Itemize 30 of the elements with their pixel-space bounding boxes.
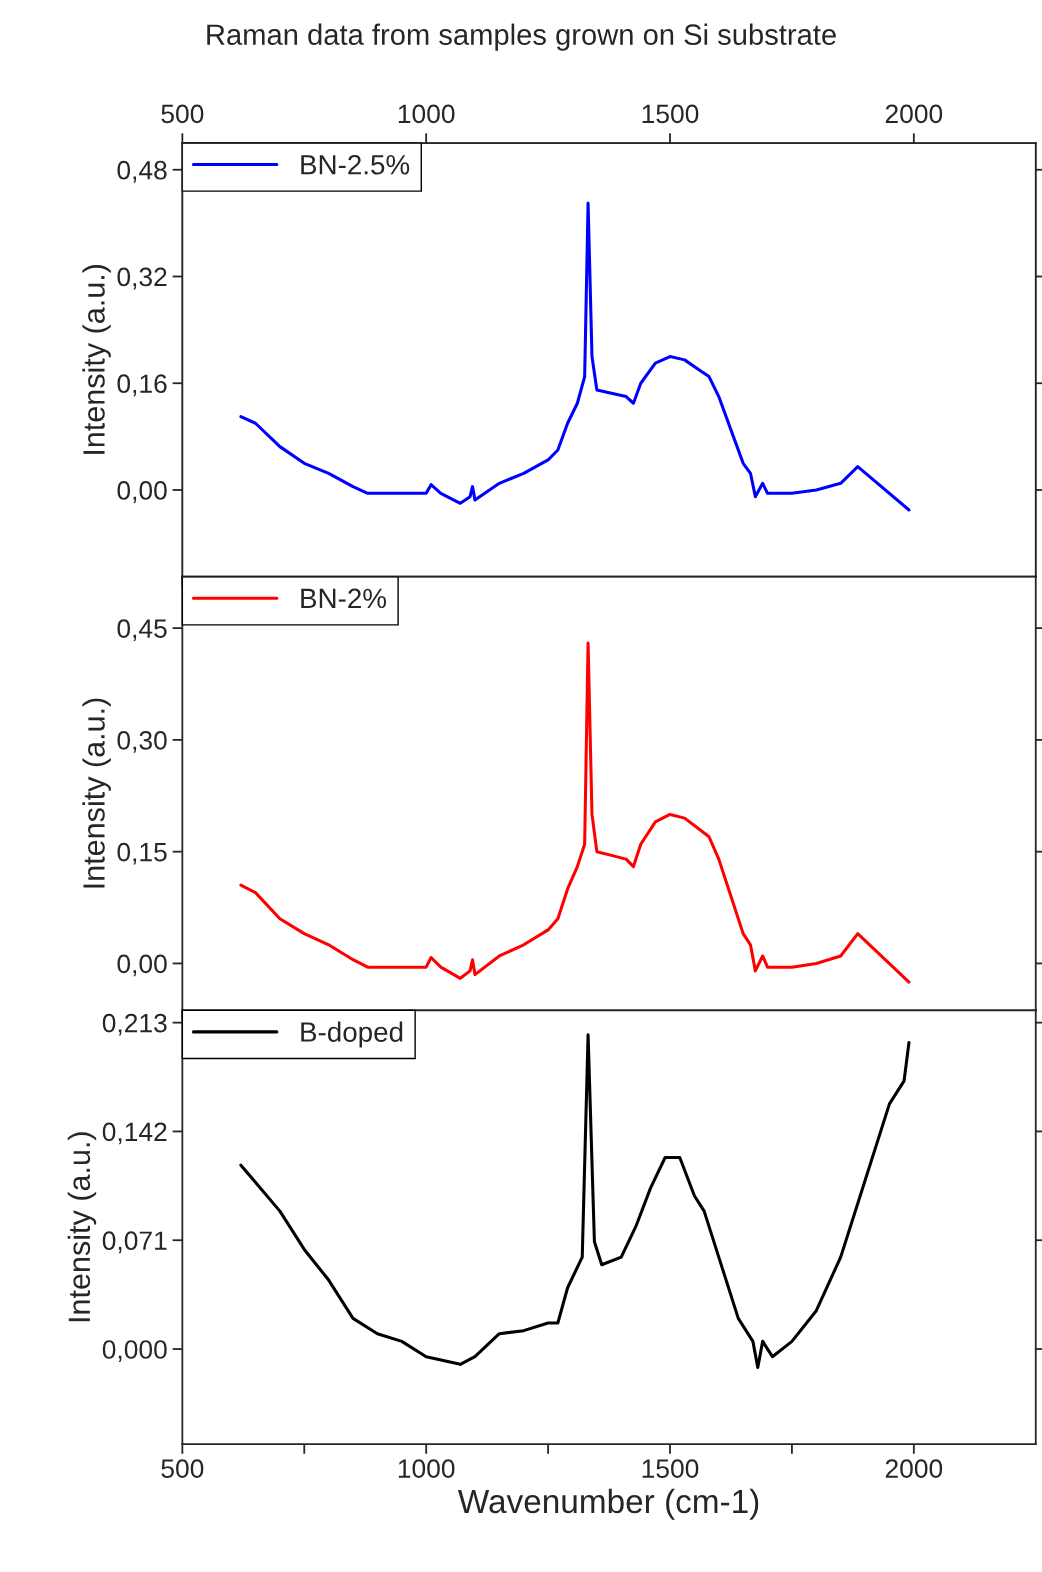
y-tick-label: 0,15 — [117, 842, 167, 865]
y-axis-title: Intensity (a.u.) — [82, 264, 111, 454]
y-tick-label: 0,32 — [117, 267, 167, 290]
x2-tick-label: 1000 — [398, 104, 455, 124]
legend-label: BN-2.5% — [301, 154, 410, 175]
legend-label: B-doped — [301, 1021, 403, 1048]
y-tick-label: 0,00 — [117, 954, 167, 977]
x2-tick-label: 500 — [161, 104, 204, 124]
y-tick-label: 0,16 — [117, 374, 167, 397]
y-tick-label: 0,071 — [102, 1231, 167, 1254]
y-tick-label: 0,142 — [102, 1122, 167, 1145]
y-axis-title: Intensity (a.u.) — [82, 698, 111, 888]
line-series — [239, 201, 911, 512]
y-tick-label: 0,48 — [117, 160, 167, 183]
line-series — [239, 641, 911, 984]
x2-tick-label: 2000 — [885, 104, 943, 124]
x-tick-label: 1000 — [398, 1459, 455, 1479]
y-tick-label: 0,213 — [102, 1013, 167, 1036]
x-tick-label: 2000 — [885, 1459, 943, 1479]
x-tick-label: 1500 — [642, 1459, 699, 1479]
y-tick-label: 0,30 — [117, 731, 167, 753]
chart-title: Raman data from samples grown on Si substrate — [207, 23, 836, 51]
y-axis-title: Intensity (a.u.) — [67, 1132, 97, 1322]
x-tick-label: 500 — [161, 1459, 204, 1479]
y-tick-label: 0,000 — [102, 1340, 167, 1362]
legend-label: BN-2% — [301, 588, 387, 609]
x2-tick-label: 1500 — [642, 104, 699, 124]
x-axis-title: Wavenumber (cm-1) — [457, 1488, 759, 1520]
y-tick-label: 0,00 — [117, 481, 167, 503]
y-tick-label: 0,45 — [117, 619, 167, 642]
